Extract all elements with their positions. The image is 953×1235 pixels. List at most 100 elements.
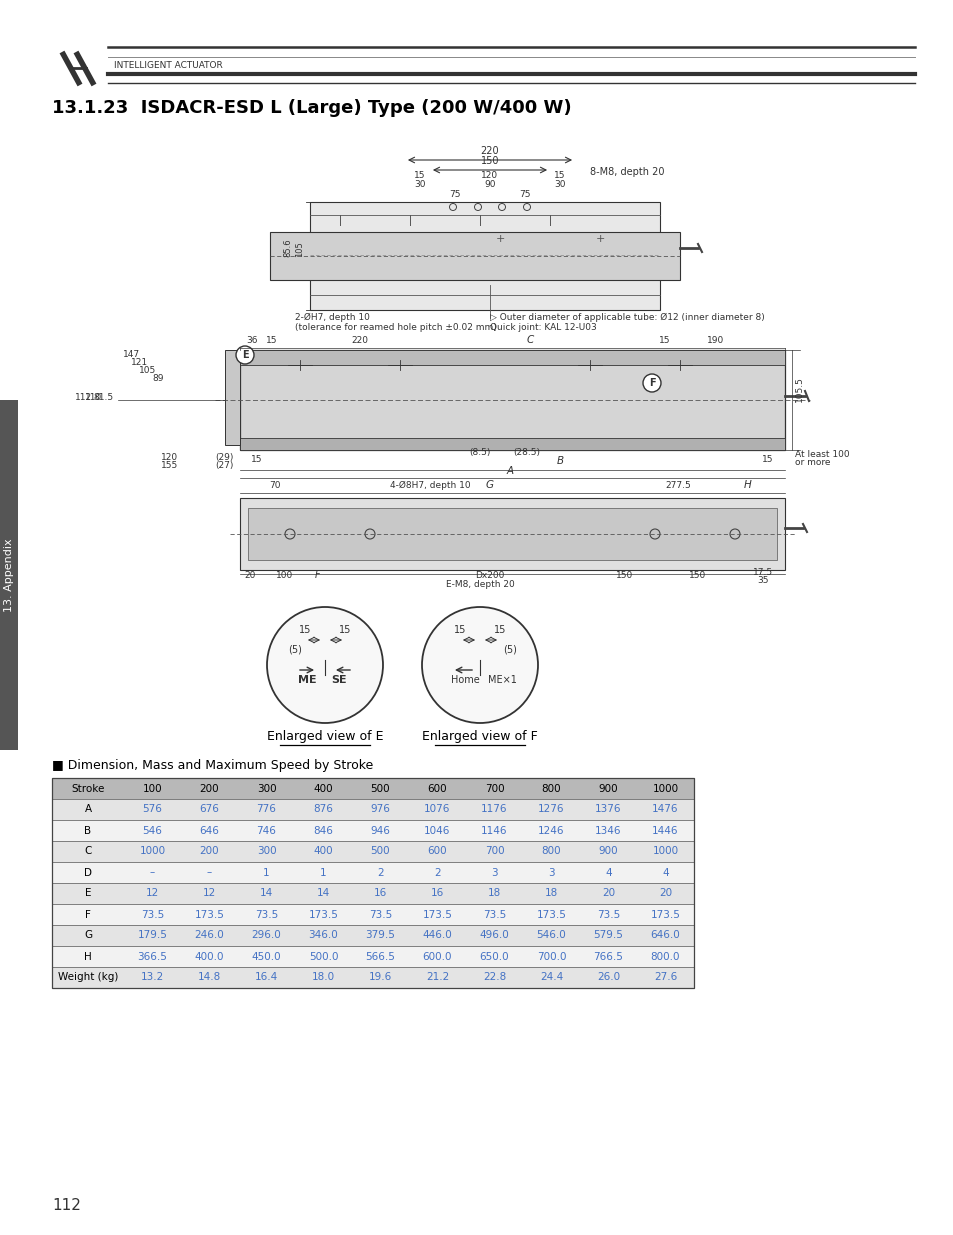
Text: (29): (29) (214, 453, 233, 462)
Text: 18.0: 18.0 (312, 972, 335, 983)
Text: 90: 90 (484, 180, 496, 189)
Text: 600: 600 (427, 846, 447, 857)
Bar (52, 778, 693, 799)
Circle shape (235, 346, 253, 364)
Text: 173.5: 173.5 (194, 909, 224, 920)
Text: 246.0: 246.0 (194, 930, 224, 941)
Text: 73.5: 73.5 (141, 909, 164, 920)
Text: 300: 300 (256, 783, 276, 794)
Text: 16: 16 (374, 888, 387, 899)
Text: 24.4: 24.4 (539, 972, 562, 983)
Text: 220: 220 (480, 146, 498, 156)
Text: Enlarged view of F: Enlarged view of F (421, 730, 537, 743)
Text: 19.6: 19.6 (369, 972, 392, 983)
Text: 366.5: 366.5 (137, 951, 168, 962)
Text: 566.5: 566.5 (365, 951, 395, 962)
Text: 1076: 1076 (424, 804, 450, 815)
Text: 1476: 1476 (652, 804, 678, 815)
Text: 13.2: 13.2 (141, 972, 164, 983)
Text: 300: 300 (256, 846, 276, 857)
Text: 8-M8, depth 20: 8-M8, depth 20 (589, 167, 664, 177)
Bar (52, 883, 693, 904)
Text: 81.5: 81.5 (93, 393, 113, 403)
Circle shape (642, 374, 660, 391)
Text: 646.0: 646.0 (650, 930, 679, 941)
Text: 900: 900 (598, 846, 618, 857)
Text: 147: 147 (123, 350, 140, 359)
Text: A: A (506, 466, 513, 475)
Text: 105: 105 (138, 366, 156, 375)
Text: 1446: 1446 (652, 825, 678, 836)
Text: 35: 35 (757, 576, 768, 585)
Text: 579.5: 579.5 (593, 930, 622, 941)
Text: 676: 676 (199, 804, 219, 815)
Text: 546: 546 (142, 825, 162, 836)
Text: 16.4: 16.4 (254, 972, 278, 983)
Text: 2: 2 (376, 867, 383, 878)
Text: 15: 15 (251, 454, 262, 464)
Text: 75: 75 (518, 190, 530, 199)
Bar (52, 820, 693, 841)
Text: 17.5: 17.5 (752, 568, 772, 577)
Text: 650.0: 650.0 (479, 951, 509, 962)
Text: 15: 15 (414, 170, 425, 180)
Text: 400: 400 (314, 783, 333, 794)
Text: (tolerance for reamed hole pitch ±0.02 mm): (tolerance for reamed hole pitch ±0.02 m… (294, 324, 497, 332)
Text: 1000: 1000 (652, 846, 678, 857)
Text: 500.0: 500.0 (309, 951, 338, 962)
Bar (248, 508, 776, 559)
Text: 26.0: 26.0 (597, 972, 619, 983)
Text: 546.0: 546.0 (536, 930, 566, 941)
Text: 700: 700 (484, 846, 504, 857)
Text: 179.5: 179.5 (137, 930, 168, 941)
Text: 220: 220 (351, 336, 368, 345)
Text: or more: or more (794, 458, 830, 467)
Text: 200: 200 (199, 846, 219, 857)
Text: ME: ME (297, 676, 316, 685)
Text: 15: 15 (554, 170, 565, 180)
Text: B: B (556, 456, 563, 466)
Text: 30: 30 (554, 180, 565, 189)
Text: 13. Appendix: 13. Appendix (4, 538, 14, 611)
Bar (52, 967, 693, 988)
Text: 800: 800 (541, 846, 560, 857)
Text: 73.5: 73.5 (254, 909, 278, 920)
Text: 105.5: 105.5 (794, 377, 803, 403)
Text: 173.5: 173.5 (650, 909, 679, 920)
Text: 121: 121 (131, 358, 148, 367)
Text: (8.5): (8.5) (469, 448, 490, 457)
Text: 700.0: 700.0 (537, 951, 566, 962)
Text: ■ Dimension, Mass and Maximum Speed by Stroke: ■ Dimension, Mass and Maximum Speed by S… (52, 758, 373, 772)
Text: Dx200: Dx200 (475, 571, 504, 580)
Text: 766.5: 766.5 (593, 951, 622, 962)
Text: C: C (526, 335, 533, 345)
Text: 120: 120 (481, 170, 498, 180)
Text: 976: 976 (370, 804, 390, 815)
Text: E: E (241, 350, 248, 359)
Text: 15: 15 (266, 336, 277, 345)
Text: (27): (27) (214, 461, 233, 471)
Bar (52, 778, 693, 988)
Text: At least 100: At least 100 (794, 450, 849, 459)
Text: Home: Home (450, 676, 478, 685)
Text: 18: 18 (544, 888, 558, 899)
Text: 70: 70 (269, 480, 280, 490)
Bar (240, 350, 784, 450)
Text: 450.0: 450.0 (252, 951, 281, 962)
Text: 600.0: 600.0 (422, 951, 452, 962)
Text: 4: 4 (604, 867, 611, 878)
Text: 1146: 1146 (480, 825, 507, 836)
Text: H: H (743, 480, 751, 490)
Text: H: H (84, 951, 91, 962)
Text: 21.2: 21.2 (425, 972, 449, 983)
Text: 500: 500 (371, 783, 390, 794)
Bar (52, 925, 693, 946)
Text: –: – (150, 867, 155, 878)
Text: Stroke: Stroke (71, 783, 105, 794)
Text: 1276: 1276 (537, 804, 564, 815)
Text: 1046: 1046 (424, 825, 450, 836)
Text: 120: 120 (161, 453, 178, 462)
Text: 1000: 1000 (139, 846, 166, 857)
Text: 15: 15 (659, 336, 670, 345)
Text: 446.0: 446.0 (422, 930, 452, 941)
